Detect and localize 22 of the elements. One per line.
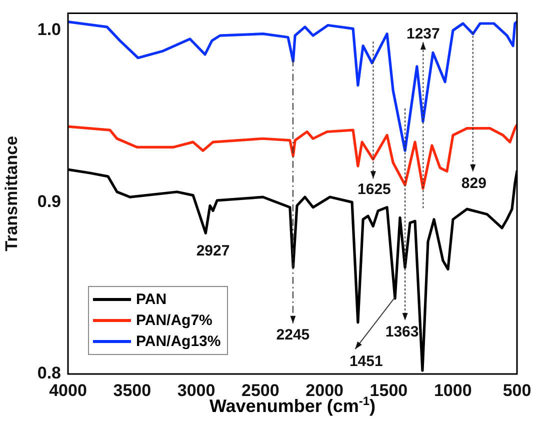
x-tick-label: 500 bbox=[502, 380, 532, 400]
annotation: 1451 bbox=[349, 353, 383, 370]
x-tick-label: 2500 bbox=[242, 380, 280, 400]
y-tick-label: 0.8 bbox=[37, 364, 61, 383]
x-tick-label: 4000 bbox=[49, 380, 87, 400]
x-tick-label: 3500 bbox=[113, 380, 152, 400]
annotation: 1237 bbox=[406, 25, 440, 42]
legend-label: PAN/Ag13% bbox=[136, 333, 221, 350]
x-tick-label: 3000 bbox=[177, 380, 216, 400]
x-tick-label: 2000 bbox=[306, 380, 344, 400]
y-tick-label: 0.9 bbox=[37, 192, 61, 211]
annotation: 1625 bbox=[358, 180, 391, 198]
annotation: 829 bbox=[461, 175, 486, 192]
y-axis-title: Transmittance bbox=[2, 136, 21, 252]
x-tick-label: 1500 bbox=[370, 380, 408, 400]
legend-label: PAN/Ag7% bbox=[136, 312, 212, 329]
annotation: 1363 bbox=[385, 324, 419, 341]
legend-label: PAN bbox=[136, 291, 167, 308]
annotation: 2927 bbox=[196, 242, 230, 260]
y-tick-label: 1.0 bbox=[37, 20, 61, 40]
x-tick-label: 1000 bbox=[434, 380, 472, 400]
annotation: 2245 bbox=[276, 326, 310, 344]
